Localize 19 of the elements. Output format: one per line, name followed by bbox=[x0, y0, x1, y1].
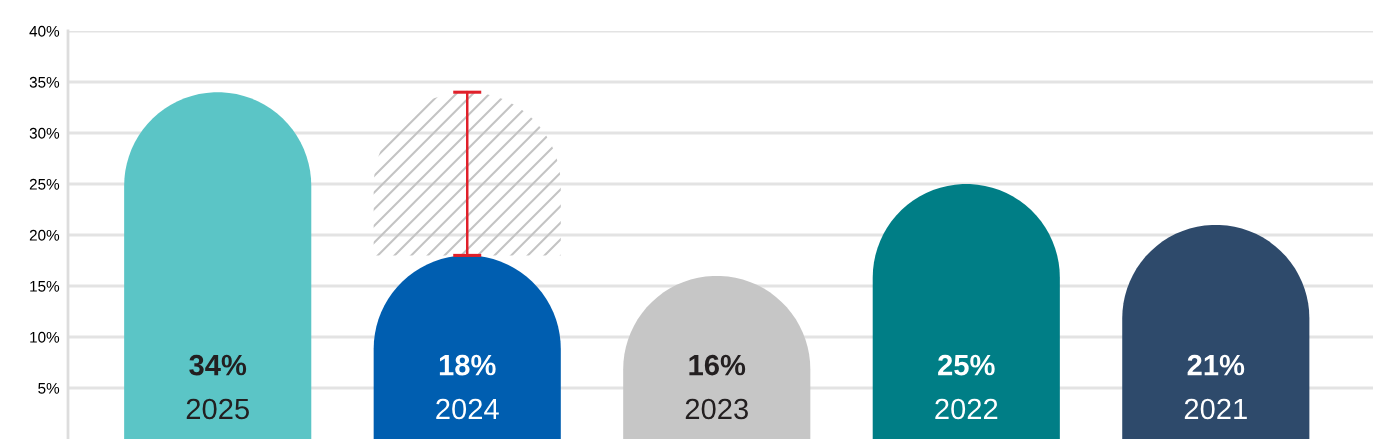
y-tick-label: 40% bbox=[29, 25, 60, 37]
y-tick-label: 35% bbox=[29, 76, 60, 88]
data-label: 25% bbox=[938, 354, 995, 376]
data-label: 18% bbox=[439, 354, 496, 376]
data-label: 34% bbox=[189, 354, 247, 376]
bar bbox=[124, 92, 312, 439]
data-label: 21% bbox=[1187, 354, 1245, 376]
y-tick-label: 10% bbox=[30, 331, 60, 343]
y-tick-label: 30% bbox=[29, 127, 60, 139]
y-tick-label: 15% bbox=[30, 280, 60, 292]
x-tick-label: 2025 bbox=[186, 398, 249, 420]
x-tick-label: 2024 bbox=[436, 398, 499, 420]
data-label: 16% bbox=[689, 354, 746, 376]
y-tick-label: 5% bbox=[38, 382, 60, 394]
x-tick-label: 2023 bbox=[685, 398, 748, 420]
x-tick-label: 2021 bbox=[1184, 398, 1247, 420]
x-tick-label: 2022 bbox=[935, 398, 998, 420]
y-tick-label: 20% bbox=[29, 229, 60, 241]
y-tick-label: 25% bbox=[29, 178, 60, 190]
